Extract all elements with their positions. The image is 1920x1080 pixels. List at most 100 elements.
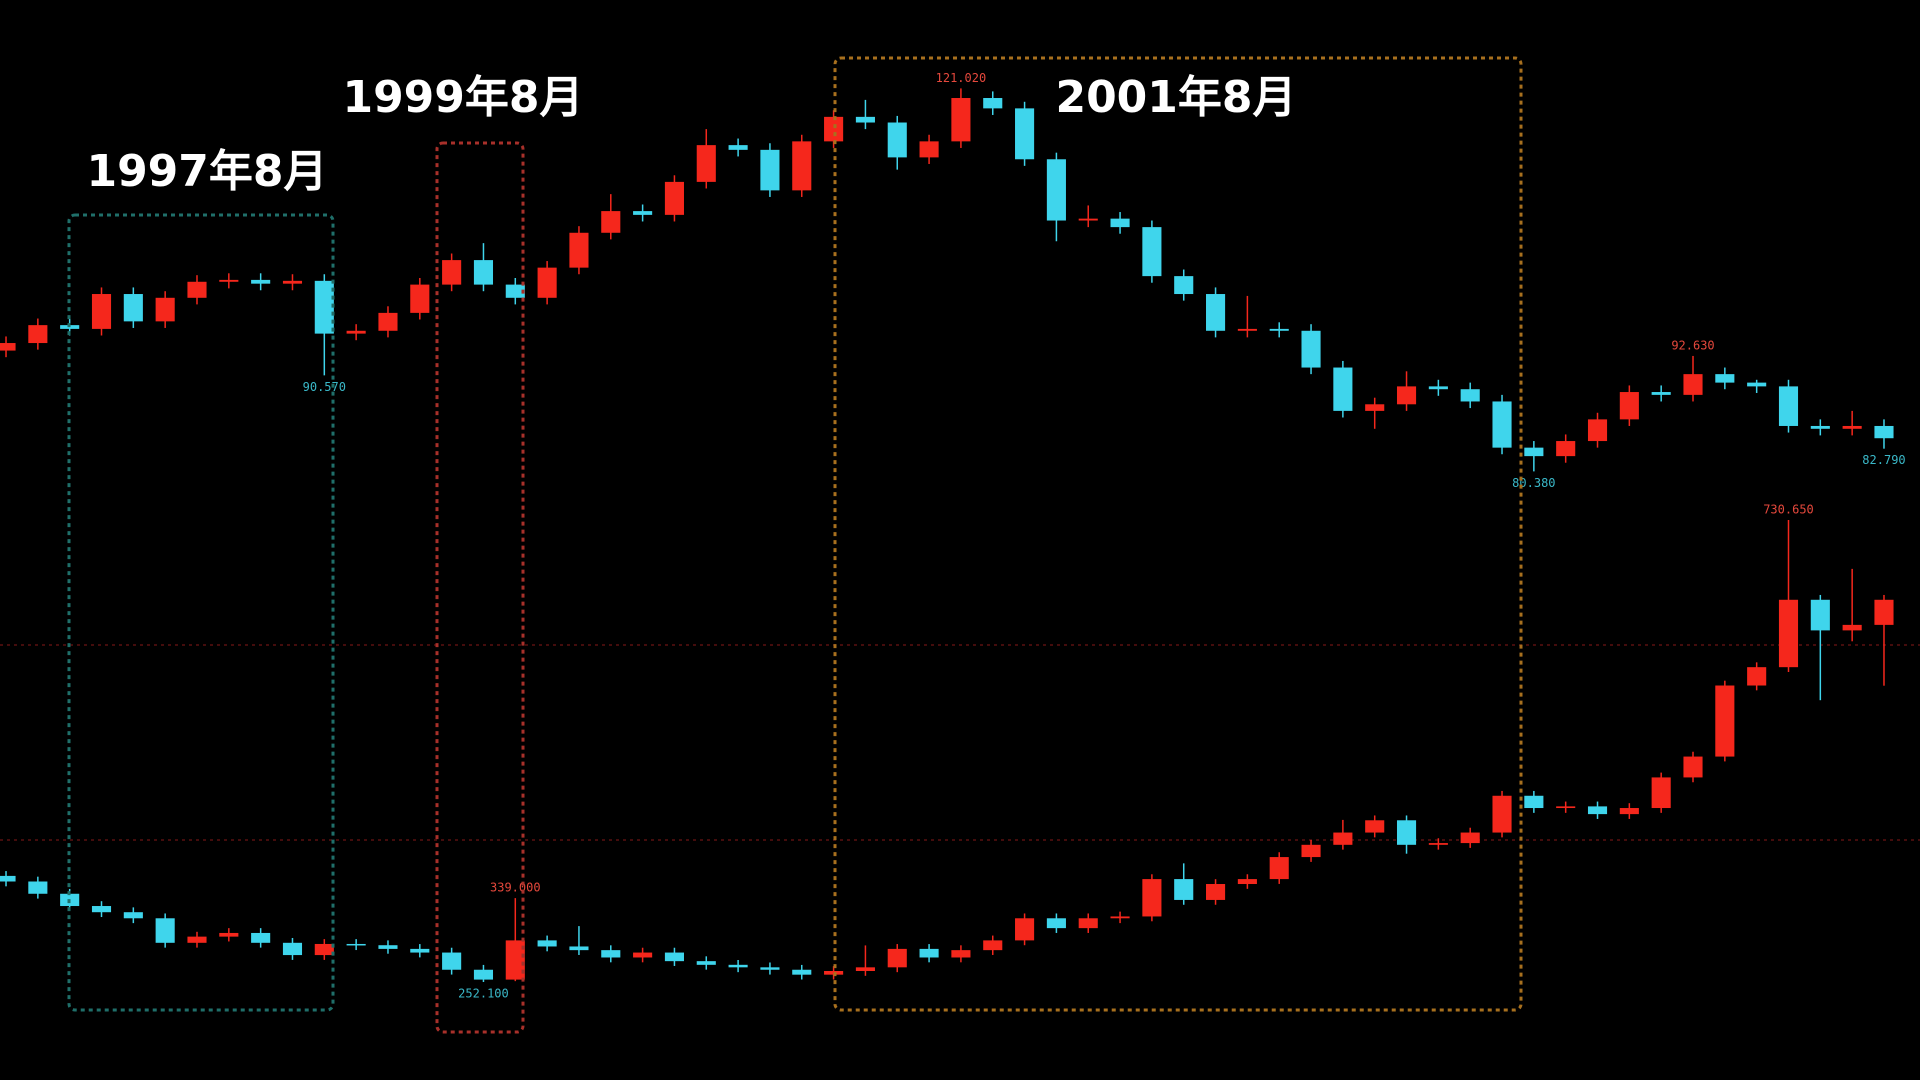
candle-body xyxy=(1619,808,1639,815)
candle-body xyxy=(1206,884,1226,900)
candle-body xyxy=(1301,844,1321,858)
candle-body xyxy=(664,181,684,215)
candle-body xyxy=(1460,832,1480,844)
candle-body xyxy=(1174,879,1194,900)
candle-body xyxy=(378,312,398,331)
high-label: 730.650 xyxy=(1763,502,1814,516)
candle-body xyxy=(1810,425,1830,429)
candle-body xyxy=(123,294,143,322)
candle-body xyxy=(1524,447,1544,457)
candle-body xyxy=(983,940,1003,951)
candle-body xyxy=(633,952,653,958)
annotation-label: 1999年8月 xyxy=(342,72,583,123)
low-label: 80.380 xyxy=(1512,476,1555,490)
candle-body xyxy=(378,945,398,949)
high-label: 121.020 xyxy=(936,71,987,85)
candle-body xyxy=(1587,806,1608,815)
candle-body xyxy=(91,906,112,913)
candle-body xyxy=(1874,599,1894,625)
candle-body xyxy=(1365,404,1385,411)
candle-body xyxy=(1778,386,1799,426)
candle-body xyxy=(0,875,16,882)
candle-body xyxy=(1428,843,1448,845)
low-label: 82.790 xyxy=(1862,453,1905,467)
candle-body xyxy=(1206,294,1226,331)
high-label: 339.000 xyxy=(490,881,541,895)
candle-body xyxy=(1715,374,1735,383)
candle-body xyxy=(887,948,907,968)
candle-body xyxy=(1492,795,1512,833)
candle-body xyxy=(1110,218,1130,228)
candle-body xyxy=(1365,820,1385,833)
candle-body xyxy=(1778,599,1799,668)
candle-body xyxy=(442,952,462,970)
candle-body xyxy=(792,141,812,191)
candle-body xyxy=(1269,328,1289,331)
candle-body xyxy=(91,294,112,329)
candle-body xyxy=(569,232,589,268)
candle-body xyxy=(187,281,207,298)
candle-body xyxy=(537,940,557,947)
candle-body xyxy=(1747,667,1767,686)
candle-body xyxy=(633,211,653,215)
annotation-label: 1997年8月 xyxy=(86,146,327,197)
candle-body xyxy=(282,942,303,956)
candle-body xyxy=(728,145,748,150)
candle-body xyxy=(1460,389,1480,402)
candle-body xyxy=(792,969,812,975)
candle-body xyxy=(1842,624,1862,631)
candle-body xyxy=(1428,386,1448,390)
candle-body xyxy=(855,967,875,971)
candle-body xyxy=(219,932,239,937)
low-label: 90.570 xyxy=(303,380,346,394)
candle-body xyxy=(28,325,48,344)
candle-body xyxy=(919,141,939,158)
candle-body xyxy=(983,98,1003,109)
candle-body xyxy=(187,936,207,943)
candle-body xyxy=(601,950,621,958)
candle-body xyxy=(919,948,939,958)
candle-body xyxy=(887,122,907,158)
candle-body xyxy=(1651,777,1671,809)
candles: 121.020 92.630 90.570 80.380 82.790 339.000 73… xyxy=(0,71,1906,1001)
candle-body xyxy=(60,325,80,329)
highlight-box xyxy=(833,56,1523,1012)
highlight-box xyxy=(435,141,525,1034)
annotation-label: 2001年8月 xyxy=(1055,72,1296,123)
low-label: 252.100 xyxy=(458,987,509,1001)
candle-body xyxy=(251,279,271,284)
candle-body xyxy=(155,918,175,943)
candle-body xyxy=(951,98,971,142)
candle-body xyxy=(760,967,780,970)
candle-body xyxy=(1556,441,1576,457)
candle-body xyxy=(1078,218,1098,221)
candle-body xyxy=(1556,806,1576,809)
candle-body xyxy=(760,149,780,191)
candle-body xyxy=(505,284,525,298)
candle-body xyxy=(728,964,748,968)
candle-body xyxy=(28,881,48,894)
candle-body xyxy=(346,330,366,334)
candle-body xyxy=(1619,392,1639,420)
candle-body xyxy=(1237,328,1257,331)
candle-body xyxy=(314,280,334,334)
candle-body xyxy=(1810,599,1830,631)
candle-body xyxy=(1015,108,1035,160)
candle-body xyxy=(1046,918,1066,929)
candle-body xyxy=(505,940,525,980)
candle-body xyxy=(0,343,16,351)
candle-body xyxy=(1747,382,1767,387)
candle-body xyxy=(601,211,621,233)
candle-body xyxy=(1492,401,1512,448)
candle-body xyxy=(569,946,589,951)
candle-body xyxy=(251,932,271,943)
candle-body xyxy=(696,145,716,182)
candle-body xyxy=(219,279,239,282)
candle-body xyxy=(473,260,494,285)
candle-body xyxy=(1333,832,1353,845)
candle-body xyxy=(951,950,971,958)
candle-body xyxy=(1142,879,1162,917)
candle-body xyxy=(1333,367,1353,411)
